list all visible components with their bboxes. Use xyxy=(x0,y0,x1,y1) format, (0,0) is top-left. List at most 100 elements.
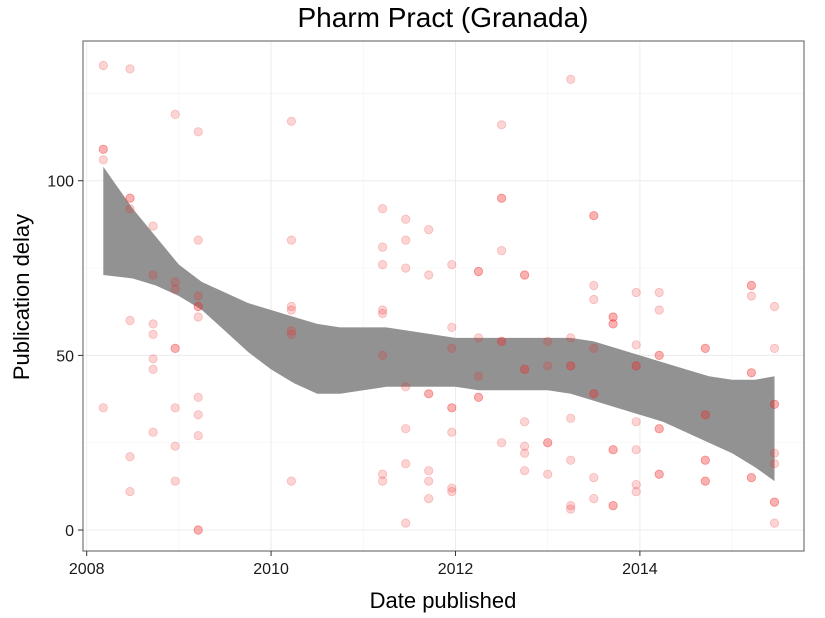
data-point xyxy=(589,389,599,399)
data-point xyxy=(769,399,780,409)
data-point xyxy=(496,438,507,448)
x-tick-label: 2014 xyxy=(622,561,658,578)
data-point xyxy=(769,399,780,409)
data-point xyxy=(769,301,780,312)
data-point xyxy=(148,329,158,339)
data-point xyxy=(700,410,710,420)
data-point xyxy=(424,225,434,235)
data-point xyxy=(519,364,530,374)
data-point xyxy=(125,204,135,214)
data-point xyxy=(654,305,664,315)
data-point xyxy=(543,469,553,479)
y-axis-title: Publication delay xyxy=(9,214,34,380)
data-point xyxy=(746,472,757,483)
y-tick-label: 50 xyxy=(56,348,74,365)
axis-ticks: 0 50 100 2008 2010 2012 2014 xyxy=(47,174,657,578)
data-point xyxy=(496,336,507,346)
data-point xyxy=(519,441,530,451)
data-point xyxy=(631,486,641,497)
data-point xyxy=(769,459,780,469)
data-point xyxy=(496,193,507,203)
data-point xyxy=(170,441,180,451)
data-point xyxy=(125,486,135,497)
data-point xyxy=(377,350,388,360)
data-point xyxy=(519,270,530,280)
data-point xyxy=(377,469,388,479)
data-point xyxy=(700,476,710,486)
data-point xyxy=(589,389,599,399)
data-point xyxy=(608,312,618,322)
data-point xyxy=(401,235,411,245)
data-point xyxy=(566,504,576,514)
data-point xyxy=(473,392,484,402)
data-point xyxy=(746,280,757,291)
data-point xyxy=(148,427,158,437)
data-point xyxy=(125,452,135,462)
data-point xyxy=(700,410,710,420)
data-point xyxy=(654,424,664,434)
data-point xyxy=(769,497,780,507)
data-point xyxy=(401,424,411,434)
smooth-band xyxy=(103,166,775,482)
data-point xyxy=(654,469,664,479)
data-point xyxy=(700,476,710,486)
data-point xyxy=(447,403,457,413)
data-point xyxy=(589,472,599,483)
data-point xyxy=(519,270,530,280)
x-tick-label: 2010 xyxy=(253,561,289,578)
data-point xyxy=(447,403,457,413)
data-points xyxy=(98,60,780,535)
data-point xyxy=(98,144,108,154)
data-point xyxy=(631,340,641,350)
data-point xyxy=(447,486,457,497)
data-point xyxy=(424,493,434,504)
data-point xyxy=(286,301,296,312)
data-point xyxy=(170,109,180,120)
data-point xyxy=(401,263,411,273)
y-tick-label: 0 xyxy=(65,523,74,540)
data-point xyxy=(424,476,434,486)
data-point xyxy=(589,493,599,504)
chart-title: Pharm Pract (Granada) xyxy=(298,2,589,33)
data-point xyxy=(148,221,158,231)
data-point xyxy=(125,315,135,326)
x-axis-title: Date published xyxy=(370,588,517,613)
data-point xyxy=(447,483,457,493)
data-point xyxy=(424,270,434,280)
data-point xyxy=(286,305,296,315)
data-point xyxy=(170,343,180,353)
data-point xyxy=(424,389,434,399)
data-point xyxy=(519,417,530,427)
data-point xyxy=(170,476,180,486)
data-point xyxy=(519,448,530,458)
data-point xyxy=(286,329,296,339)
data-point xyxy=(125,193,135,203)
data-point xyxy=(148,364,158,374)
data-point xyxy=(170,277,180,287)
data-point xyxy=(193,392,203,402)
data-point xyxy=(746,291,757,301)
data-point xyxy=(608,319,618,329)
data-point xyxy=(447,259,457,270)
data-point xyxy=(589,343,599,353)
data-point xyxy=(193,312,203,322)
data-point xyxy=(566,361,576,371)
y-tick-label: 100 xyxy=(47,174,74,191)
data-point xyxy=(654,469,664,479)
data-point xyxy=(631,361,641,371)
data-point xyxy=(148,354,158,364)
panel-border xyxy=(82,40,805,552)
data-point xyxy=(700,343,710,353)
data-point xyxy=(746,368,757,378)
data-point xyxy=(98,155,108,165)
data-point xyxy=(447,343,457,353)
data-point xyxy=(473,371,484,381)
data-point xyxy=(631,479,641,490)
data-point xyxy=(608,445,618,455)
data-point xyxy=(286,235,296,245)
data-point xyxy=(654,350,664,360)
data-point xyxy=(193,410,203,420)
data-point xyxy=(286,476,296,486)
data-point xyxy=(566,333,576,343)
data-point xyxy=(125,193,135,203)
